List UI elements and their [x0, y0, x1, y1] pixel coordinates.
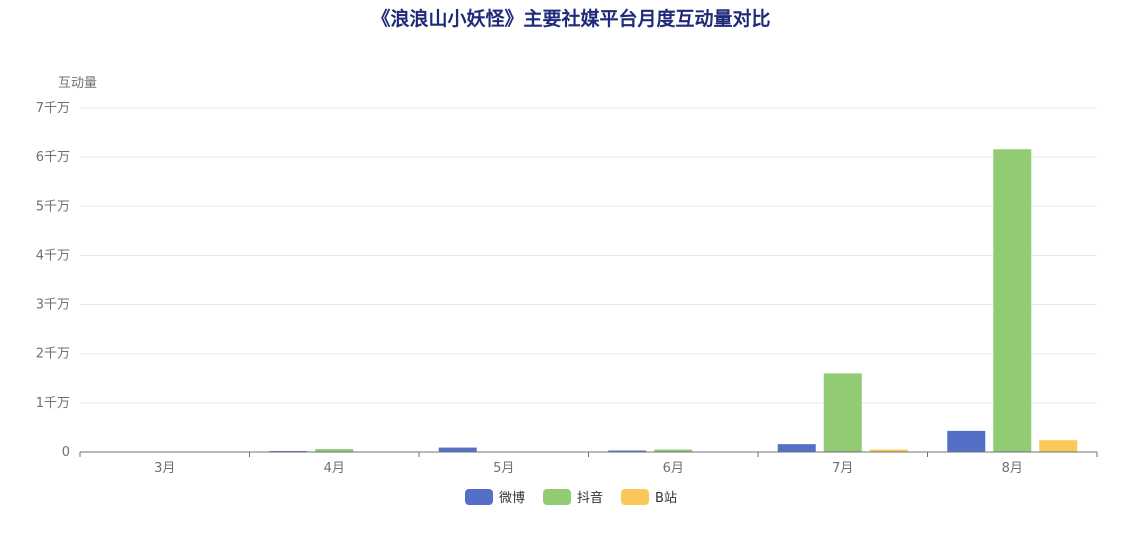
legend-swatch — [621, 488, 650, 505]
x-tick-label: 5月 — [493, 461, 514, 476]
bar[interactable] — [1039, 440, 1078, 452]
legend-label: B站 — [655, 491, 677, 506]
legend: 微博 抖音 B站 — [0, 487, 1142, 506]
x-axis: 3月 4月 5月 6月 7月 8月 — [79, 451, 1098, 476]
bar-chart: 互动量 0 1千万 2千万 3千万 4千万 5千万 6千万 7千万 3月 4月 5月 6月 7月 8月 — [36, 76, 1098, 476]
bars — [269, 149, 1078, 452]
legend-item[interactable]: 抖音 — [543, 487, 603, 506]
y-tick-label: 0 — [62, 445, 70, 460]
y-tick-label: 3千万 — [36, 298, 70, 313]
y-tick-label: 6千万 — [36, 150, 70, 165]
bar[interactable] — [315, 449, 354, 452]
x-tick-label: 7月 — [832, 461, 853, 476]
chart-title: 《浪浪山小妖怪》主要社媒平台月度互动量对比 — [371, 8, 771, 30]
legend-swatch — [543, 488, 572, 505]
x-tick-label: 6月 — [663, 461, 684, 476]
x-tick-label: 4月 — [324, 461, 345, 476]
y-tick-label: 2千万 — [36, 347, 70, 362]
y-tick-label: 4千万 — [36, 248, 70, 263]
x-tick-label: 3月 — [154, 461, 175, 476]
legend-item[interactable]: 微博 — [465, 487, 525, 506]
bar[interactable] — [608, 450, 647, 452]
bar[interactable] — [777, 444, 816, 452]
legend-label: 抖音 — [577, 491, 604, 506]
bar[interactable] — [654, 449, 693, 452]
y-axis-ticks: 0 1千万 2千万 3千万 4千万 5千万 6千万 7千万 — [36, 101, 70, 460]
y-tick-label: 5千万 — [36, 199, 70, 214]
x-tick-label: 8月 — [1002, 461, 1023, 476]
bar[interactable] — [438, 447, 477, 452]
y-tick-label: 1千万 — [36, 396, 70, 411]
legend-swatch — [465, 488, 494, 505]
legend-label: 微博 — [499, 491, 526, 506]
bar[interactable] — [947, 430, 986, 452]
bar[interactable] — [993, 149, 1032, 452]
y-tick-label: 7千万 — [36, 101, 70, 116]
bar[interactable] — [869, 449, 908, 452]
grid-lines — [80, 107, 1097, 404]
y-axis-label: 互动量 — [58, 76, 97, 91]
legend-item[interactable]: B站 — [621, 487, 677, 506]
bar[interactable] — [823, 373, 862, 452]
